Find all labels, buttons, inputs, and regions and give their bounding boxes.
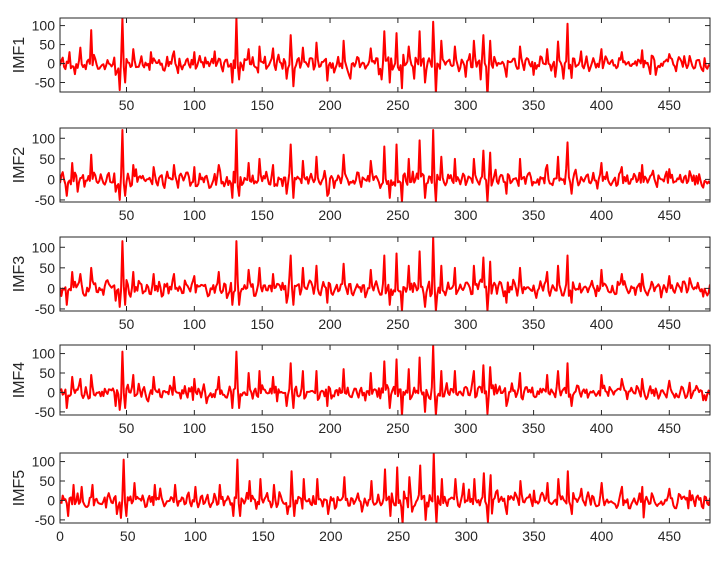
x-tick-label: 450	[658, 420, 682, 436]
x-tick-label: 400	[590, 97, 614, 113]
x-tick-label: 450	[658, 316, 682, 332]
y-axis-label: IMF3	[11, 256, 28, 293]
imf-series-line	[60, 237, 710, 311]
x-tick-label: 350	[522, 420, 546, 436]
y-tick-label: -50	[35, 512, 55, 528]
x-tick-label: 50	[119, 207, 135, 223]
y-tick-label: 50	[39, 473, 55, 489]
x-tick-label: 350	[522, 97, 546, 113]
imf-series-line	[60, 18, 710, 92]
imf-series-line	[60, 453, 710, 523]
x-tick-label: 350	[522, 316, 546, 332]
axes-box	[59, 452, 711, 524]
y-tick-label: -50	[35, 301, 55, 317]
y-tick-label: 0	[47, 384, 55, 400]
x-tick-label: 300	[454, 207, 478, 223]
x-tick-label: 100	[183, 316, 207, 332]
x-tick-label: 250	[387, 528, 411, 544]
y-tick-label: 100	[32, 454, 56, 470]
y-tick-label: 50	[39, 260, 55, 276]
axes-box	[59, 236, 711, 312]
y-tick-label: -50	[35, 404, 55, 420]
axes-box	[59, 127, 711, 203]
x-tick-label: 200	[318, 316, 342, 332]
imf-series-line	[60, 129, 710, 202]
axes-box	[59, 17, 711, 93]
x-tick-label: 100	[184, 528, 208, 544]
y-tick-label: 0	[47, 492, 55, 508]
x-tick-label: 350	[522, 528, 546, 544]
x-tick-label: 150	[251, 97, 275, 113]
y-tick-label: 0	[47, 171, 55, 187]
x-tick-label: 100	[183, 420, 207, 436]
y-axis-label: IMF4	[11, 362, 28, 399]
y-tick-label: 100	[32, 239, 56, 255]
x-tick-label: 400	[590, 420, 614, 436]
x-tick-label: 200	[318, 97, 342, 113]
x-tick-label: 350	[522, 207, 546, 223]
x-tick-label: 250	[386, 316, 410, 332]
x-tick-label: 200	[319, 528, 343, 544]
x-tick-label: 300	[454, 420, 478, 436]
y-tick-label: 100	[32, 346, 56, 362]
x-tick-label: 300	[455, 528, 479, 544]
x-tick-label: 150	[251, 316, 275, 332]
y-tick-label: -50	[35, 192, 55, 208]
y-tick-label: 0	[47, 280, 55, 296]
y-tick-label: 100	[32, 18, 56, 34]
x-tick-label: 150	[251, 528, 275, 544]
x-tick-label: 300	[454, 316, 478, 332]
x-tick-label: 400	[590, 316, 614, 332]
y-axis-label: IMF5	[11, 470, 28, 507]
y-axis-label: IMF2	[11, 147, 28, 184]
x-tick-label: 450	[658, 207, 682, 223]
x-tick-label: 300	[454, 97, 478, 113]
x-tick-label: 0	[56, 528, 64, 544]
x-tick-label: 250	[386, 420, 410, 436]
x-tick-label: 250	[386, 207, 410, 223]
x-tick-label: 100	[183, 97, 207, 113]
y-tick-label: -50	[35, 75, 55, 91]
y-tick-label: 50	[39, 151, 55, 167]
x-tick-label: 50	[119, 316, 135, 332]
axes-box	[59, 344, 711, 416]
x-tick-label: 250	[386, 97, 410, 113]
x-tick-label: 400	[590, 528, 614, 544]
y-tick-label: 50	[39, 365, 55, 381]
x-tick-label: 50	[120, 528, 136, 544]
y-tick-label: 0	[47, 56, 55, 72]
x-tick-label: 50	[119, 97, 135, 113]
x-tick-label: 450	[658, 97, 682, 113]
x-tick-label: 200	[318, 420, 342, 436]
x-tick-label: 150	[251, 420, 275, 436]
y-axis-label: IMF1	[11, 37, 28, 74]
x-tick-label: 100	[183, 207, 207, 223]
y-tick-label: 100	[32, 130, 56, 146]
x-tick-label: 400	[590, 207, 614, 223]
x-tick-label: 50	[119, 420, 135, 436]
imf-series-line	[60, 345, 710, 415]
x-tick-label: 450	[658, 528, 682, 544]
x-tick-label: 200	[318, 207, 342, 223]
x-tick-label: 150	[251, 207, 275, 223]
y-tick-label: 50	[39, 37, 55, 53]
